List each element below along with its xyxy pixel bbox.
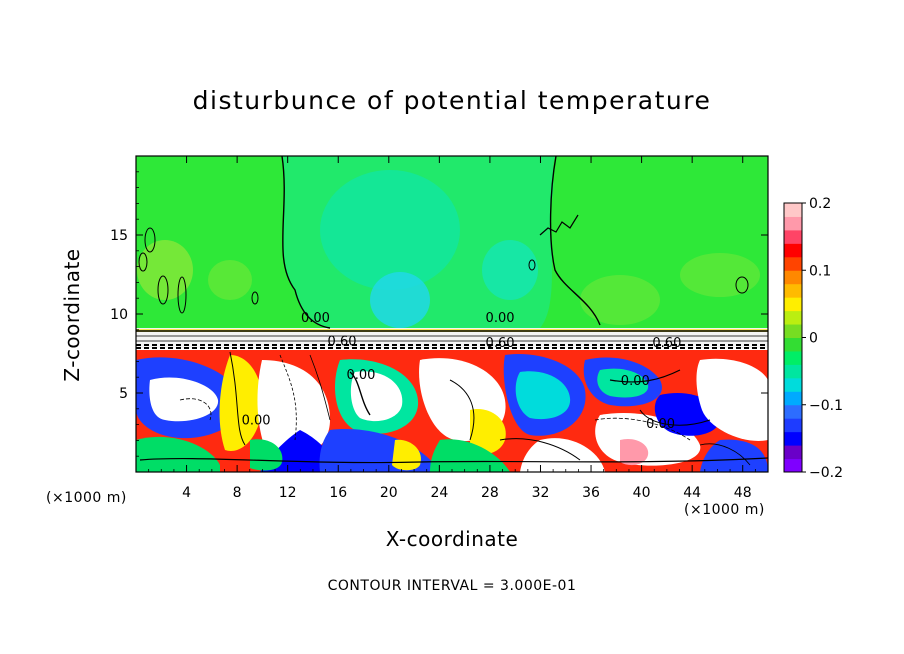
colorbar-swatch: [784, 324, 802, 338]
colorbar-swatch: [784, 445, 802, 460]
x-tick-label: 16: [329, 485, 347, 501]
contour-label: 0.00: [347, 368, 376, 383]
x-tick-label: 48: [734, 485, 752, 501]
colorbar-tick-label: 0.2: [809, 196, 831, 212]
upper-field-warm-spot-mid: [208, 260, 252, 300]
colorbar-swatch: [784, 229, 802, 244]
x-tick-label: 12: [279, 485, 297, 501]
colorbar-swatch: [784, 256, 802, 271]
y-tick-label: 10: [110, 307, 128, 323]
x-tick-label: 24: [430, 485, 448, 501]
colorbar-swatch: [784, 203, 802, 217]
chart-title: disturbunce of potential temperature: [192, 86, 712, 115]
upper-field-cool-spot: [482, 240, 538, 300]
x-tick-label: 28: [481, 485, 499, 501]
colorbar-swatch: [784, 391, 802, 406]
x-axis-label: X-coordinate: [385, 527, 519, 551]
contour-label: 0.60: [328, 335, 357, 350]
colorbar: 0.2 0.1 0 −0.1 −0.2: [783, 196, 843, 481]
contour-label: 0.60: [652, 336, 681, 351]
colorbar-swatch: [784, 283, 802, 298]
contour-label: 0.00: [646, 417, 675, 432]
contour-label: 0.00: [621, 374, 650, 389]
colorbar-swatch: [784, 364, 802, 379]
y-tick-label: 5: [119, 386, 128, 402]
colorbar-swatch: [784, 404, 802, 419]
x-tick-label: 40: [633, 485, 651, 501]
colorbar-tick-label: 0: [809, 331, 818, 347]
x-axis: 4 8 12 16 20 24 28 32 36 40 44 48: [148, 156, 756, 501]
x-axis-unit-right: (×1000 m): [684, 502, 765, 518]
x-axis-unit-left: (×1000 m): [46, 490, 127, 506]
inversion-band: [136, 328, 768, 348]
colorbar-tick-label: −0.1: [809, 398, 843, 414]
contour-label: 0.00: [242, 414, 271, 429]
y-axis: 5 10 15: [110, 171, 768, 457]
x-tick-label: 20: [380, 485, 398, 501]
colorbar-swatch: [784, 431, 802, 446]
contour-label: 0.00: [486, 311, 515, 326]
upper-field-warm-spot-far-right: [680, 253, 760, 297]
colorbar-swatch: [784, 270, 802, 285]
colorbar-swatch: [784, 216, 802, 231]
contour-label: 0.00: [301, 311, 330, 326]
colorbar-swatch: [784, 310, 802, 325]
x-tick-label: 4: [182, 485, 191, 501]
x-tick-label: 36: [582, 485, 600, 501]
colorbar-swatch: [784, 337, 802, 352]
y-tick-label: 15: [110, 228, 128, 244]
upper-field-cool-core: [320, 170, 460, 290]
colorbar-swatch: [784, 297, 802, 312]
contour-label: 0.60: [486, 336, 515, 351]
upper-field-cyan-spot: [370, 272, 430, 328]
colorbar-tick-label: 0.1: [809, 263, 831, 279]
colorbar-tick-label: −0.2: [809, 465, 843, 481]
colorbar-swatch: [784, 418, 802, 433]
colorbar-swatch: [784, 350, 802, 365]
heatmap-field: [136, 156, 768, 472]
upper-field-warm-spot-right: [580, 275, 660, 325]
contour-labels: 0.00 0.00 0.60 0.60 0.60 0.00 0.00 0.00 0.00: [242, 311, 682, 432]
colorbar-swatch: [784, 243, 802, 258]
y-axis-label: Z-coordinate: [60, 248, 84, 382]
x-tick-label: 8: [233, 485, 242, 501]
contour-interval-note: CONTOUR INTERVAL = 3.000E-01: [327, 578, 577, 594]
colorbar-swatch: [784, 458, 802, 473]
x-tick-label: 32: [532, 485, 550, 501]
colorbar-swatch: [784, 377, 802, 392]
x-tick-label: 44: [683, 485, 701, 501]
